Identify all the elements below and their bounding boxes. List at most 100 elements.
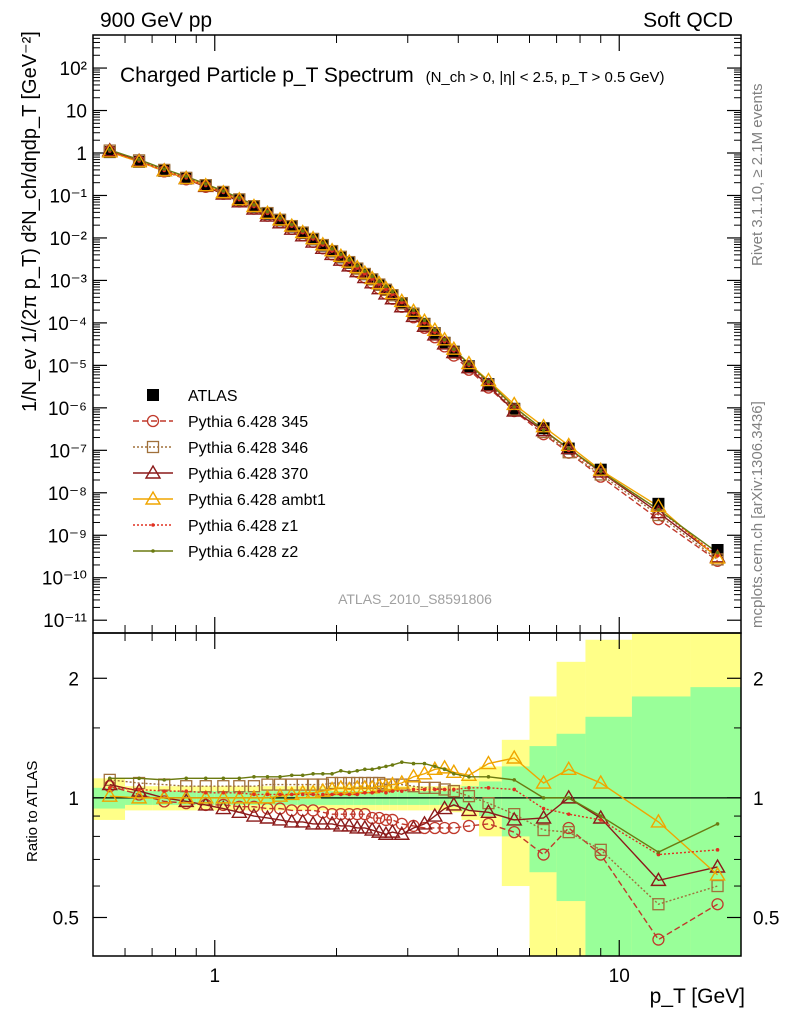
- ratio-series-2-point: [393, 825, 411, 840]
- y-tick-label: 10⁻¹¹: [43, 611, 87, 632]
- ratio-tick-label-right: 2: [753, 669, 764, 690]
- ratio-series-3-point: [445, 763, 463, 778]
- series-6-point: [541, 428, 546, 432]
- legend-label: ATLAS: [188, 388, 238, 405]
- ratio-series-5-point: [321, 771, 325, 776]
- series-6-point: [265, 209, 270, 214]
- ratio-series-5-point: [311, 771, 315, 776]
- ratio-series-3-point: [480, 755, 497, 770]
- y-tick-label: 10⁻⁹: [48, 526, 87, 547]
- y-tick-label: 10: [66, 102, 87, 123]
- analysis-tag: ATLAS_2010_S8591806: [338, 591, 492, 607]
- ratio-series-1-point: [306, 778, 320, 791]
- ratio-series-5-point: [411, 761, 416, 766]
- series-4-point: [405, 302, 422, 318]
- series-4-point: [480, 372, 497, 387]
- ratio-series-5-point: [566, 796, 571, 800]
- ratio-series-5-point: [467, 774, 471, 779]
- x-axis-label: p_T [GeV]: [650, 985, 745, 1008]
- ratio-series-5-point: [370, 767, 374, 772]
- uncertainty-band-inner: [690, 687, 741, 956]
- series-6-point: [278, 216, 282, 221]
- ratio-series-2-point: [377, 825, 395, 840]
- ratio-series-4-point: [347, 792, 352, 797]
- ratio-series-5-point: [656, 850, 661, 854]
- series-3-point: [560, 440, 577, 455]
- ratio-series-3-point: [592, 774, 609, 789]
- ratio-series-3-point: [101, 787, 118, 802]
- ratio-series-2-point: [384, 823, 401, 838]
- ratio-series-5-point: [442, 767, 447, 772]
- ratio-series-5-point: [541, 796, 546, 800]
- series-6-point: [486, 380, 491, 384]
- series-6-point: [221, 189, 226, 193]
- series-3-point: [445, 344, 463, 359]
- ratio-series-2-point: [445, 796, 463, 811]
- ratio-series-1-point: [652, 898, 665, 911]
- legend-label: Pythia 6.428 ambt1: [188, 492, 326, 509]
- series-4-point: [283, 217, 300, 232]
- y-tick-label: 10⁻⁴: [48, 314, 87, 335]
- series-5-point: [363, 271, 367, 276]
- ratio-series-1-point: [418, 781, 431, 794]
- ratio-series-3-point: [271, 787, 289, 802]
- ratio-series-1-point: [462, 790, 476, 803]
- ratio-series-2-point: [245, 807, 263, 822]
- series-4-point: [445, 340, 463, 355]
- y-tick-label: 1: [76, 144, 87, 165]
- series-4-point: [101, 143, 118, 158]
- series-3-point: [592, 463, 609, 478]
- ratio-series-2-line: [109, 783, 718, 882]
- ratio-series-2-point: [535, 809, 552, 824]
- series-6-point: [566, 446, 571, 451]
- uncertainty-bands: [93, 633, 741, 956]
- ratio-series-3-point: [506, 749, 523, 764]
- series-5-point: [377, 282, 381, 286]
- ratio-series-5-point: [347, 770, 352, 775]
- uncertainty-band-inner: [585, 716, 632, 956]
- series-3-point: [436, 335, 453, 350]
- series-6-point: [715, 550, 720, 555]
- ratio-tick-label: 2: [68, 669, 79, 690]
- ratio-series-5-point: [422, 761, 427, 766]
- series-6-point: [330, 247, 334, 251]
- series-6-point: [184, 174, 189, 179]
- series-3-point: [283, 220, 300, 235]
- series-4-point: [177, 170, 195, 185]
- series-3-point: [245, 200, 263, 215]
- ratio-series-3-point: [304, 784, 322, 799]
- uncertainty-band-inner: [478, 781, 502, 817]
- ratio-series-3-point: [436, 759, 453, 774]
- ratio-series-5-point: [390, 763, 395, 767]
- ratio-series-0-point: [447, 821, 460, 835]
- ratio-series-2-point: [356, 819, 374, 834]
- series-3-point: [259, 207, 276, 222]
- ratio-series-3-point: [215, 789, 232, 804]
- legend-label: Pythia 6.428 370: [188, 466, 308, 483]
- series-6-point: [467, 362, 471, 366]
- series-6-point: [107, 148, 112, 152]
- ratio-series: [101, 749, 726, 946]
- ratio-series-4-point: [300, 792, 305, 797]
- series-6-point: [203, 182, 208, 186]
- ratio-series-2-point: [592, 809, 609, 824]
- series-4-point: [215, 184, 232, 199]
- ratio-series-2-point: [332, 817, 350, 832]
- ratio-series-3-point: [156, 789, 173, 804]
- ratio-series-4-point: [390, 789, 395, 793]
- ratio-series-3-point: [426, 760, 444, 776]
- ratio-series-3-point: [197, 789, 214, 804]
- series-4-point: [377, 280, 395, 295]
- series-4-point: [393, 293, 411, 308]
- series-3-point: [323, 246, 341, 261]
- ratio-series-2-point: [560, 789, 577, 804]
- ratio-series-1-point: [343, 776, 356, 790]
- series-4-point: [156, 162, 173, 177]
- series-6-point: [411, 308, 416, 313]
- legend-label: Pythia 6.428 z2: [188, 544, 298, 561]
- ratio-series-3-point: [560, 760, 577, 776]
- ratio-series-4-point: [566, 812, 571, 816]
- ratio-series-4-point: [715, 848, 720, 852]
- series-6-point: [162, 167, 167, 171]
- ratio-series-3-line: [109, 757, 719, 876]
